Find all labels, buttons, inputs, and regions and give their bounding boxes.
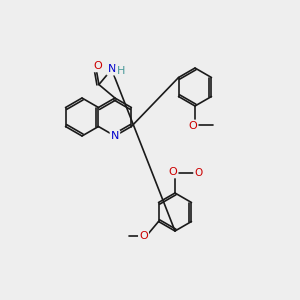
Text: N: N bbox=[107, 64, 116, 74]
Text: O: O bbox=[139, 231, 148, 241]
Text: N: N bbox=[111, 131, 119, 141]
Text: O: O bbox=[169, 167, 177, 177]
Text: O: O bbox=[189, 121, 197, 131]
Text: O: O bbox=[194, 168, 203, 178]
Text: H: H bbox=[116, 66, 125, 76]
Text: O: O bbox=[93, 61, 102, 71]
